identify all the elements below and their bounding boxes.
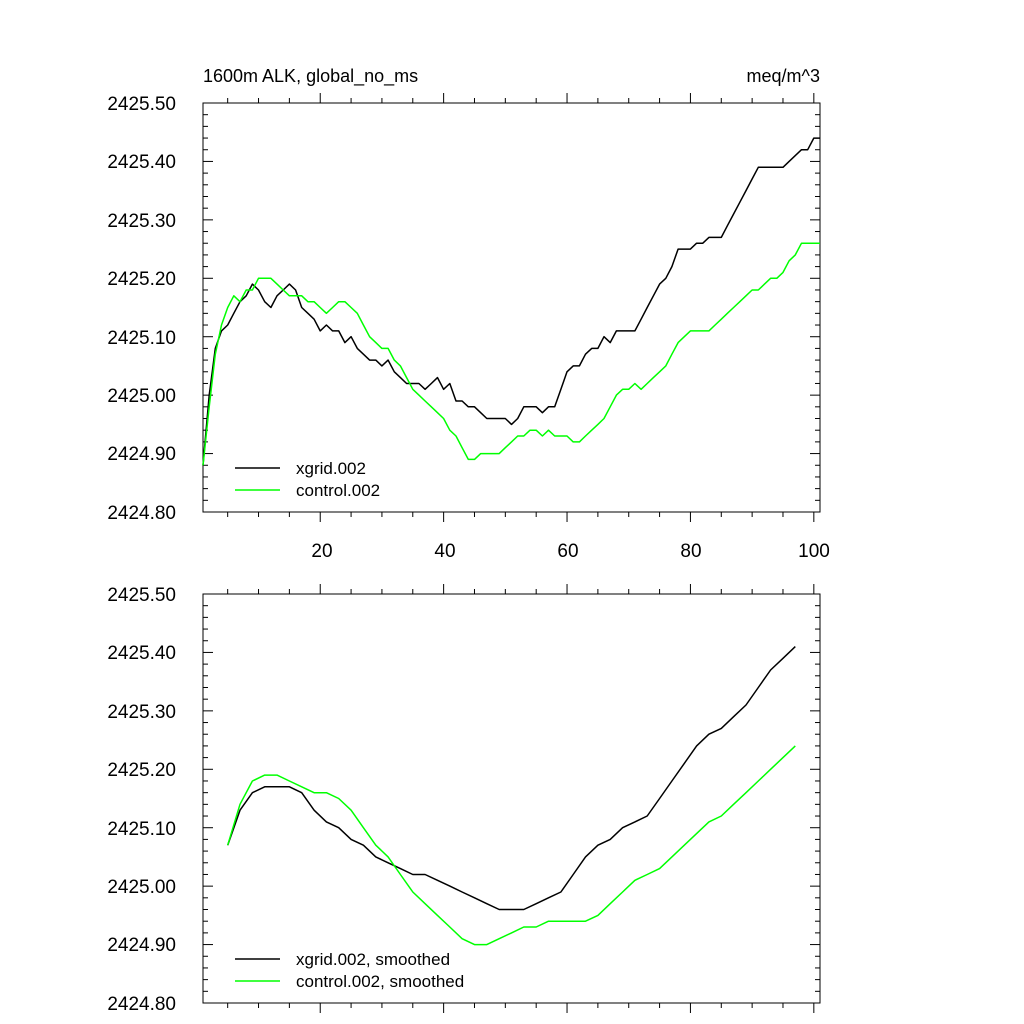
x-tick-label: 80 (680, 541, 701, 562)
y-tick-label: 2425.00 (107, 386, 176, 407)
x-tick-label: 100 (798, 541, 830, 562)
legend: xgrid.002, smoothed control.002, smoothe… (235, 950, 464, 991)
y-tick-labels: 2425.50 2425.40 2425.30 2425.20 2425.10 … (107, 585, 176, 1015)
y-tick-label: 2425.40 (107, 643, 176, 664)
top-panel: 1600m ALK, global_no_ms meq/m^3 2425.50 … (107, 66, 830, 562)
series-line-xgrid-002 (202, 137, 820, 466)
series-lines (226, 646, 796, 946)
series-line-xgrid-002-smoothed (226, 646, 796, 911)
legend-label-control-smoothed: control.002, smoothed (296, 972, 464, 991)
y-tick-label: 2425.50 (107, 585, 176, 606)
legend-label-xgrid-smoothed: xgrid.002, smoothed (296, 950, 450, 969)
series-line-control-002-smoothed (226, 745, 796, 946)
x-tick-label: 20 (311, 541, 332, 562)
legend: xgrid.002 control.002 (235, 459, 380, 500)
y-tick-label: 2425.30 (107, 211, 176, 232)
chart-units: meq/m^3 (747, 66, 820, 86)
tick-marks (203, 584, 820, 1013)
y-tick-label: 2424.90 (107, 935, 176, 956)
legend-label-control: control.002 (296, 481, 380, 500)
y-tick-label: 2424.80 (107, 994, 176, 1015)
y-tick-label: 2425.00 (107, 877, 176, 898)
x-tick-label: 60 (557, 541, 578, 562)
x-tick-labels: 20 40 60 80 100 (311, 541, 829, 562)
x-tick-label: 40 (434, 541, 455, 562)
y-tick-label: 2424.80 (107, 503, 176, 524)
y-tick-label: 2425.40 (107, 152, 176, 173)
chart-title: 1600m ALK, global_no_ms (203, 66, 418, 87)
tick-marks (203, 93, 820, 522)
legend-label-xgrid: xgrid.002 (296, 459, 366, 478)
plot-frame (202, 102, 821, 513)
y-tick-label: 2424.90 (107, 444, 176, 465)
y-tick-label: 2425.10 (107, 328, 176, 349)
y-tick-label: 2425.30 (107, 702, 176, 723)
series-line-control-002 (202, 242, 820, 466)
y-tick-labels: 2425.50 2425.40 2425.30 2425.20 2425.10 … (107, 94, 176, 524)
bottom-panel: 2425.50 2425.40 2425.30 2425.20 2425.10 … (107, 584, 821, 1015)
plot-frame (202, 593, 821, 1004)
y-tick-label: 2425.50 (107, 94, 176, 115)
y-tick-label: 2425.20 (107, 269, 176, 290)
y-tick-label: 2425.20 (107, 760, 176, 781)
series-lines (202, 137, 820, 466)
y-tick-label: 2425.10 (107, 819, 176, 840)
